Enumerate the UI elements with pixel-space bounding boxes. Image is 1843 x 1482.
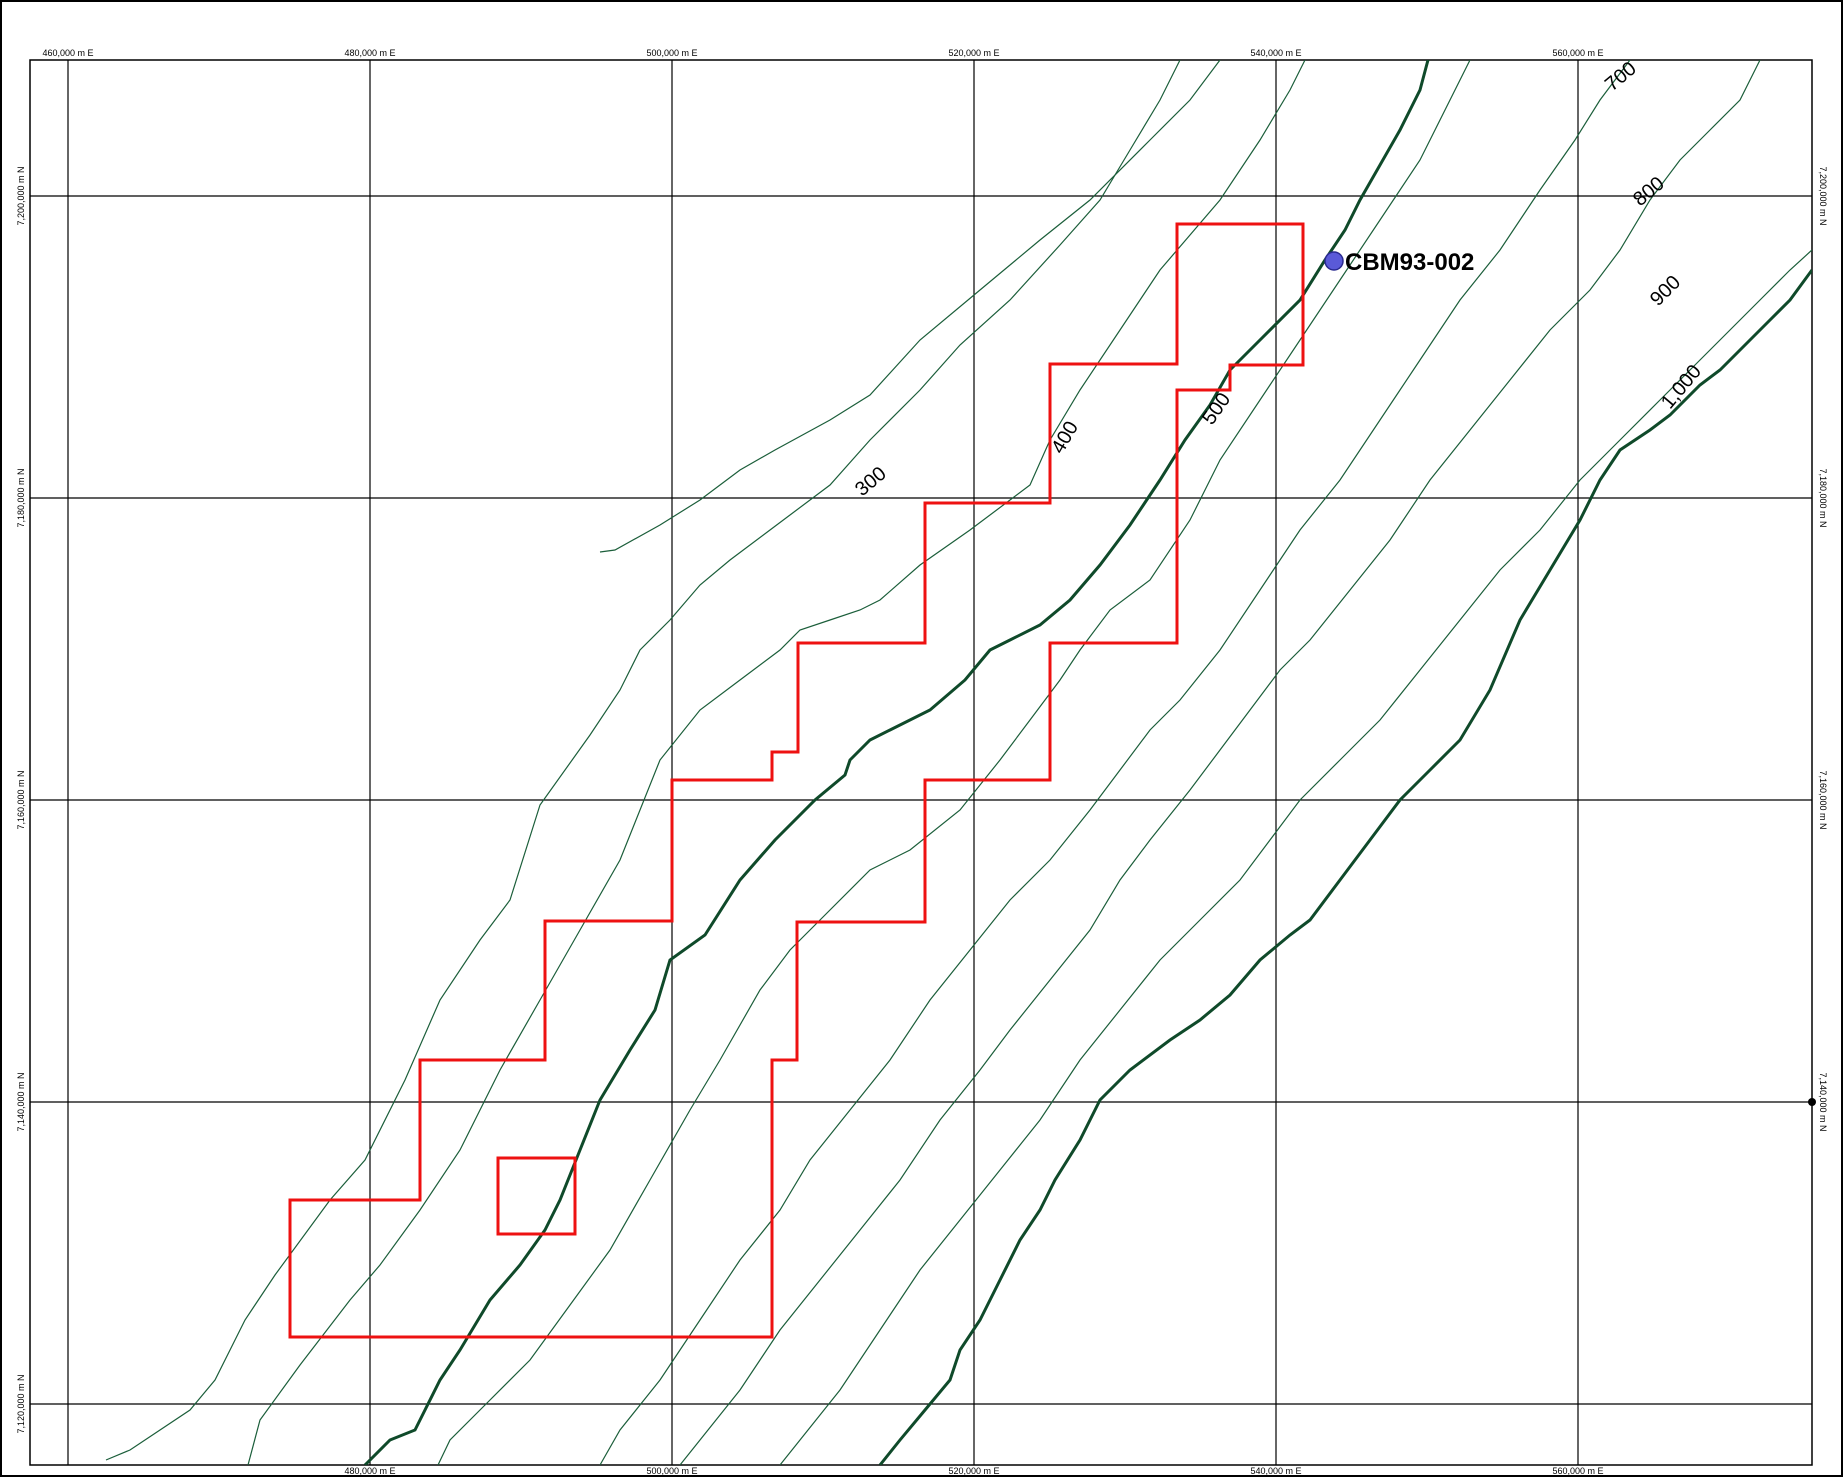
major-contours <box>363 60 1812 1465</box>
northing-label-left: 7,160,000 m N <box>16 770 26 829</box>
easting-labels-bottom: 480,000 m E 500,000 m E 520,000 m E 540,… <box>344 1466 1603 1476</box>
contour-400 <box>247 60 1306 1465</box>
tenement-block-west <box>288 222 1305 1339</box>
tenement-boundaries <box>288 222 1305 1339</box>
easting-label-top: 560,000 m E <box>1552 48 1603 58</box>
northing-gridlines <box>30 195 1812 1405</box>
easting-label-top: 540,000 m E <box>1250 48 1301 58</box>
contour-500 <box>363 60 1430 1465</box>
northing-label-left: 7,120,000 m N <box>16 1374 26 1433</box>
contour-700 <box>679 60 1761 1465</box>
northing-label-right: 7,160,000 m N <box>1818 770 1828 829</box>
well-label: CBM93-002 <box>1345 249 1474 276</box>
easting-label-bottom: 560,000 m E <box>1552 1466 1603 1476</box>
easting-label-bottom: 540,000 m E <box>1250 1466 1301 1476</box>
well-cbm93-002[interactable]: CBM93-002 <box>1324 249 1474 276</box>
easting-label-bottom: 480,000 m E <box>344 1466 395 1476</box>
drill-hole-marker-icon[interactable] <box>1324 251 1344 271</box>
northing-label-right: 7,200,000 m N <box>1818 166 1828 225</box>
northing-label-left: 7,200,000 m N <box>16 166 26 225</box>
contour-300 <box>599 60 1221 553</box>
contour-800 <box>779 249 1812 1465</box>
easting-label-top: 500,000 m E <box>646 48 697 58</box>
tenement-block-small <box>496 1156 577 1236</box>
minor-contours <box>105 60 1812 1465</box>
easting-label-bottom: 520,000 m E <box>948 1466 999 1476</box>
contour-450 <box>437 60 1471 1465</box>
easting-label-top: 480,000 m E <box>344 48 395 58</box>
northing-labels-left: 7,200,000 m N 7,180,000 m N 7,160,000 m … <box>16 166 26 1433</box>
easting-label-bottom: 500,000 m E <box>646 1466 697 1476</box>
contour-600 <box>599 60 1631 1465</box>
easting-gridlines <box>67 60 1579 1465</box>
easting-label-top: 460,000 m E <box>42 48 93 58</box>
northing-label-left: 7,140,000 m N <box>16 1072 26 1131</box>
map-plot-area <box>29 59 1813 1466</box>
edge-point-marker <box>1808 1098 1816 1106</box>
northing-labels-right: 7,200,000 m N 7,180,000 m N 7,160,000 m … <box>1818 166 1828 1131</box>
easting-label-top: 520,000 m E <box>948 48 999 58</box>
contour-1000 <box>878 269 1812 1465</box>
easting-labels-top: 460,000 m E 480,000 m E 500,000 m E 520,… <box>42 48 1603 58</box>
northing-label-right: 7,180,000 m N <box>1818 468 1828 527</box>
northing-label-left: 7,180,000 m N <box>16 468 26 527</box>
contour-350 <box>105 60 1181 1461</box>
northing-label-right: 7,140,000 m N <box>1818 1072 1828 1131</box>
